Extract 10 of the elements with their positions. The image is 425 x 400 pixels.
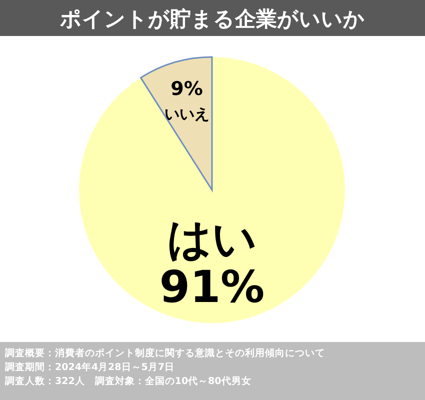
pie-slice: [140, 56, 213, 191]
slice-label: いいえ: [164, 105, 210, 124]
text: 調査期間：2024年4月28日～5月7日: [4, 361, 174, 373]
text: 調査概要：消費者のポイント制度に関する意識とその利用傾向について: [4, 347, 325, 359]
pie-slice: [79, 57, 345, 323]
slice-label: はい: [167, 214, 257, 265]
data-label: 91%: [159, 262, 265, 313]
text: 調査人数：322人 調査対象：全国の10代～80代男女: [4, 375, 252, 387]
chart-title: ポイントが貯まる企業がいいか: [59, 7, 365, 31]
data-label: 9%: [170, 78, 203, 100]
